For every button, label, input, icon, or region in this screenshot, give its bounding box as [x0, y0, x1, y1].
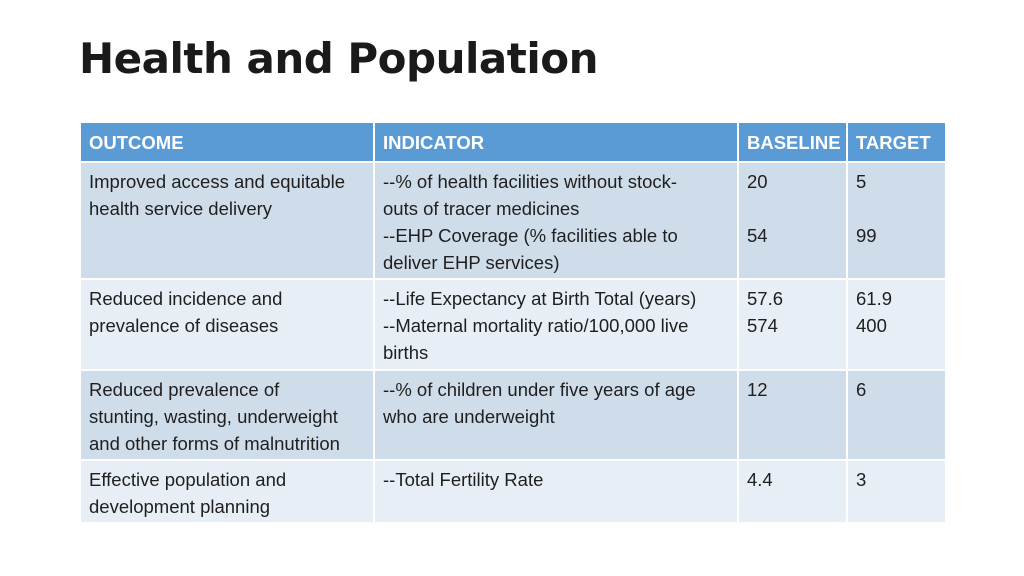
cell-line: Improved access and equitable: [89, 171, 346, 192]
outcome-cell: Reduced incidence and prevalence of dise…: [79, 278, 375, 371]
indicator-cell: --Total Fertility Rate: [373, 459, 739, 524]
cell-value: 6: [856, 379, 867, 400]
table-header-row: OUTCOME INDICATOR BASELINE TARGET: [79, 121, 947, 163]
cell-line: --Total Fertility Rate: [383, 469, 544, 490]
cell-value: 54: [747, 225, 768, 246]
baseline-cell: 57.6 574: [737, 278, 848, 371]
target-cell: 5 99: [846, 161, 947, 280]
header-outcome: OUTCOME: [79, 121, 375, 163]
cell-value: 574: [747, 315, 778, 336]
cell-value: 99: [856, 225, 877, 246]
cell-spacer: [747, 195, 838, 222]
header-target: TARGET: [846, 121, 947, 163]
slide-title: Health and Population: [79, 34, 598, 83]
cell-value: 20: [747, 171, 768, 192]
outcome-cell: Improved access and equitable health ser…: [79, 161, 375, 280]
table-row: Improved access and equitable health ser…: [79, 161, 947, 280]
cell-line: --% of children under five years of age: [383, 379, 696, 400]
header-baseline: BASELINE: [737, 121, 848, 163]
indicator-cell: --Life Expectancy at Birth Total (years)…: [373, 278, 739, 371]
cell-value: 3: [856, 469, 867, 490]
table-row: Reduced incidence and prevalence of dise…: [79, 278, 947, 371]
cell-value: 12: [747, 379, 768, 400]
cell-line: stunting, wasting, underweight: [89, 406, 338, 427]
cell-value: 57.6: [747, 288, 784, 309]
cell-line: Reduced incidence and: [89, 288, 283, 309]
baseline-cell: 4.4: [737, 459, 848, 524]
cell-value: 4.4: [747, 469, 773, 490]
table-row: Effective population and development pla…: [79, 459, 947, 524]
cell-line: Effective population and: [89, 469, 287, 490]
cell-line: births: [383, 342, 429, 363]
cell-line: Reduced prevalence of: [89, 379, 280, 400]
cell-line: --Maternal mortality ratio/100,000 live: [383, 315, 689, 336]
indicator-cell: --% of health facilities without stock- …: [373, 161, 739, 280]
cell-line: --EHP Coverage (% facilities able to: [383, 225, 678, 246]
header-indicator: INDICATOR: [373, 121, 739, 163]
cell-line: --% of health facilities without stock-: [383, 171, 678, 192]
cell-line: outs of tracer medicines: [383, 198, 580, 219]
baseline-cell: 20 54: [737, 161, 848, 280]
cell-line: deliver EHP services): [383, 252, 560, 273]
cell-value: 61.9: [856, 288, 893, 309]
outcome-cell: Reduced prevalence of stunting, wasting,…: [79, 369, 375, 461]
target-cell: 61.9 400: [846, 278, 947, 371]
target-cell: 3: [846, 459, 947, 524]
cell-line: development planning: [89, 496, 271, 517]
cell-line: who are underweight: [383, 406, 555, 427]
cell-line: --Life Expectancy at Birth Total (years): [383, 288, 697, 309]
indicator-cell: --% of children under five years of age …: [373, 369, 739, 461]
outcome-cell: Effective population and development pla…: [79, 459, 375, 524]
cell-spacer: [856, 195, 937, 222]
cell-line: health service delivery: [89, 198, 273, 219]
target-cell: 6: [846, 369, 947, 461]
cell-value: 400: [856, 315, 887, 336]
baseline-cell: 12: [737, 369, 848, 461]
cell-value: 5: [856, 171, 867, 192]
cell-line: prevalence of diseases: [89, 315, 279, 336]
cell-line: and other forms of malnutrition: [89, 433, 340, 454]
table-row: Reduced prevalence of stunting, wasting,…: [79, 369, 947, 461]
outcomes-table: OUTCOME INDICATOR BASELINE TARGET Improv…: [79, 121, 947, 524]
